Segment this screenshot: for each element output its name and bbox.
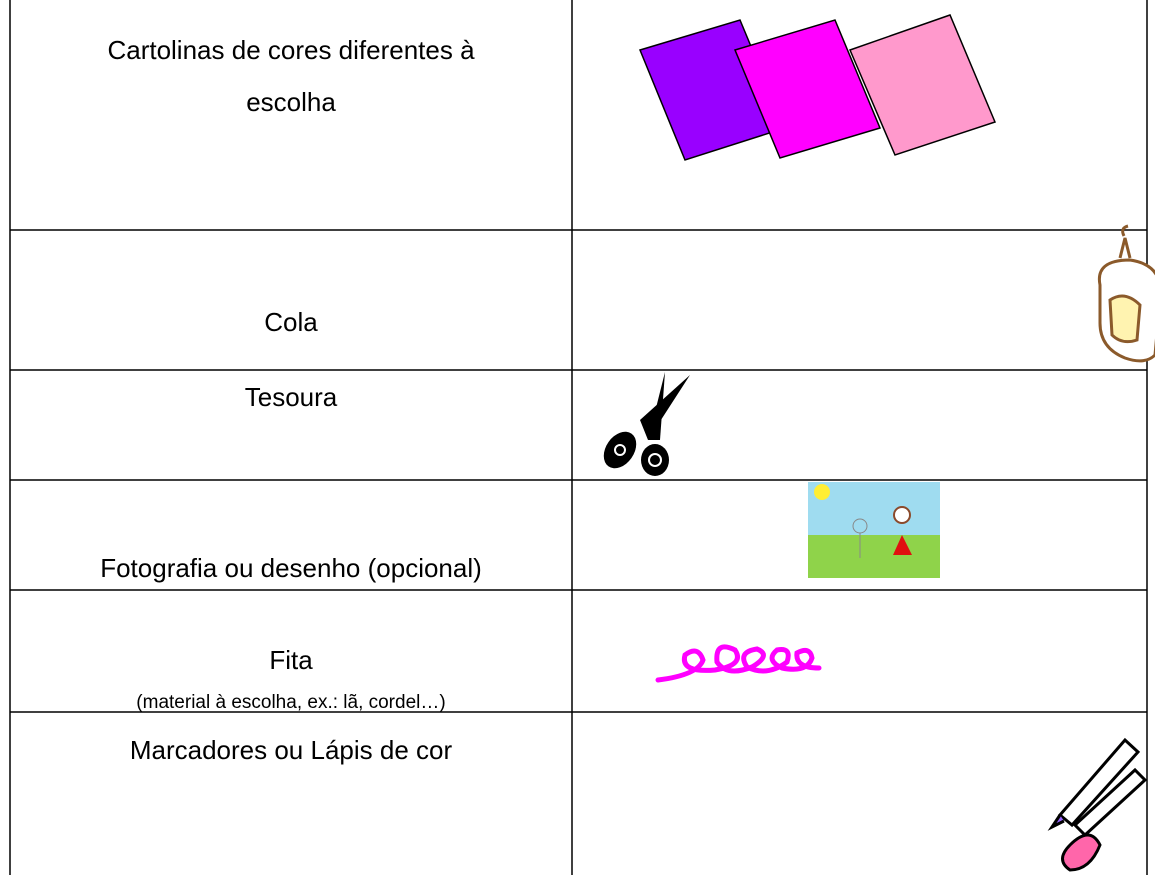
row-item: Cartolinas de cores diferentes à escolha [10, 24, 572, 128]
markers-icon [1047, 737, 1148, 872]
ribbon-icon [655, 644, 822, 683]
row-note: (material à escolha, ex.: lã, cordel…) [136, 692, 446, 713]
item-text: Cartolinas de cores diferentes à escolha [107, 35, 475, 117]
row-item: Fita [269, 645, 313, 675]
scissors-icon [603, 372, 690, 476]
cardboard-icon [638, 14, 997, 161]
glue-icon [1097, 224, 1155, 363]
row-item: Marcadores ou Lápis de cor [129, 735, 453, 765]
row-item: Cola [264, 307, 318, 337]
row-item: Fotografia ou desenho (opcional) [100, 553, 482, 583]
row-item: Tesoura [244, 382, 338, 412]
drawing-icon [808, 482, 940, 578]
